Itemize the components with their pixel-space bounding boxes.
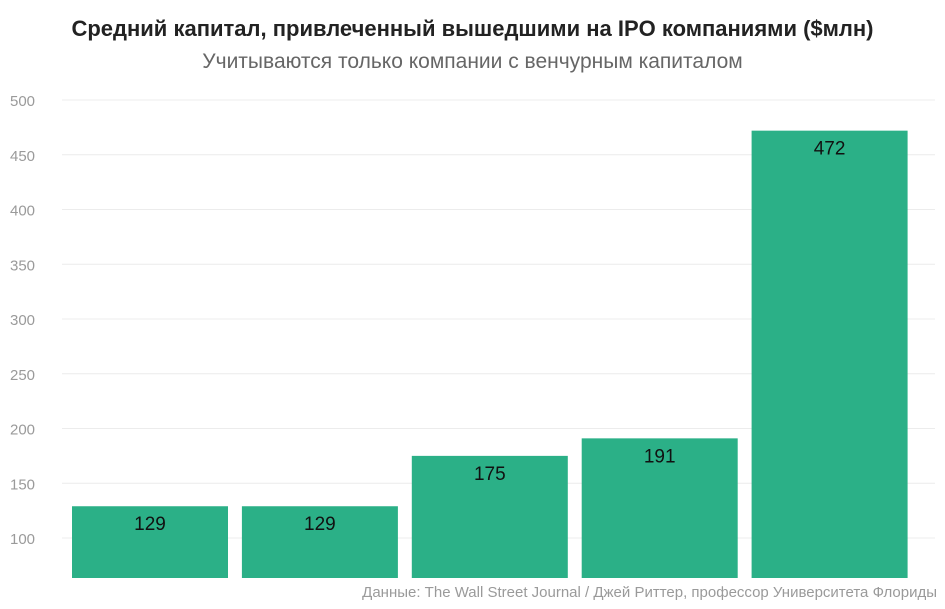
bar xyxy=(581,438,738,578)
y-tick-label: 500 xyxy=(10,93,35,110)
y-tick-label: 400 xyxy=(10,203,35,220)
bar-value-label: 129 xyxy=(134,514,166,535)
y-tick-label: 150 xyxy=(10,476,35,493)
y-tick-label: 250 xyxy=(10,367,35,384)
bars xyxy=(72,130,908,578)
bar xyxy=(72,506,228,578)
bar xyxy=(241,506,398,578)
y-tick-label: 350 xyxy=(10,257,35,274)
source-note: Данные: The Wall Street Journal / Джей Р… xyxy=(362,584,937,601)
y-tick-label: 200 xyxy=(10,422,35,439)
y-axis-ticks: 100 150 200 250 300 350 400 450 500 xyxy=(10,93,35,548)
data-labels: 129 129 175 191 472 xyxy=(134,139,845,536)
bar-value-label: 472 xyxy=(814,139,846,160)
chart-title: Средний капитал, привлеченный вышедшими … xyxy=(71,16,874,41)
bar xyxy=(751,130,908,578)
bar-value-label: 191 xyxy=(644,446,676,467)
bar-value-label: 175 xyxy=(474,464,506,485)
bar-value-label: 129 xyxy=(304,514,336,535)
chart-subtitle: Учитываются только компании с венчурным … xyxy=(202,50,743,73)
y-tick-label: 100 xyxy=(10,531,35,548)
y-tick-label: 450 xyxy=(10,148,35,165)
bar xyxy=(411,455,568,578)
y-tick-label: 300 xyxy=(10,312,35,329)
